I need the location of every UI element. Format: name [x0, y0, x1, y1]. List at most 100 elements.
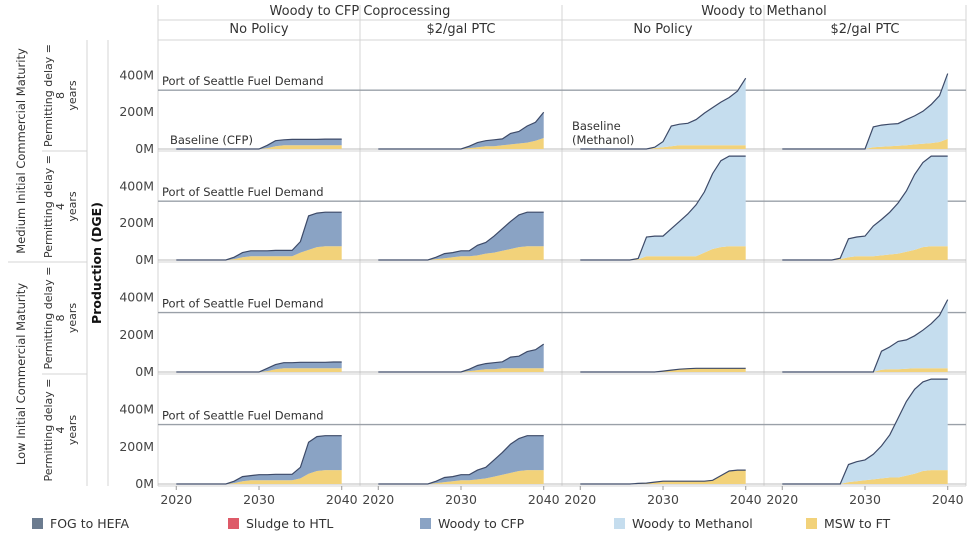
row-label-line: 4	[54, 427, 67, 434]
panel-2-1	[378, 343, 545, 373]
y-tick-label: 400M	[119, 178, 154, 193]
total-outline	[378, 111, 545, 150]
area-woody-to-cfp	[176, 139, 342, 149]
row-label-line: 8	[54, 315, 67, 322]
panel-1-0	[176, 211, 342, 261]
x-tick-label: 2040	[528, 492, 560, 507]
demand-line-label: Port of Seattle Fuel Demand	[162, 409, 324, 423]
total-outline	[580, 469, 746, 485]
area-woody-to-cfp	[176, 435, 342, 484]
panel-2-0	[176, 361, 342, 373]
x-tick-label: 2020	[362, 492, 394, 507]
demand-line-label: Port of Seattle Fuel Demand	[162, 74, 324, 88]
x-tick-label: 2020	[766, 492, 798, 507]
row-group-label: Low Initial Commercial Maturity	[14, 283, 28, 465]
x-tick-label: 2030	[647, 492, 679, 507]
x-tick-label: 2030	[243, 492, 275, 507]
row-label-line: years	[66, 303, 79, 334]
area-msw-to-ft	[176, 246, 342, 260]
area-msw-to-ft	[782, 138, 948, 149]
row-label-line: Permitting delay =	[42, 155, 55, 258]
y-tick-label: 400M	[119, 290, 154, 305]
panel-3-1	[378, 435, 544, 485]
row-group-label: Medium Initial Commercial Maturity	[14, 48, 28, 254]
y-tick-label: 0M	[135, 476, 154, 491]
y-tick-label: 200M	[119, 104, 154, 119]
total-outline	[782, 378, 948, 485]
row-label: Permitting delay = 4 years	[42, 155, 79, 258]
y-tick-label: 200M	[119, 327, 154, 342]
total-outline	[782, 155, 948, 261]
legend-label: Woody to CFP	[438, 516, 525, 531]
area-msw-to-ft	[176, 470, 342, 484]
legend-label: Woody to Methanol	[632, 516, 753, 531]
panel-0-3	[782, 73, 949, 150]
panel-1-1	[378, 211, 544, 261]
area-woody-to-cfp	[176, 212, 342, 260]
area-msw-to-ft	[378, 470, 544, 484]
total-outline	[176, 211, 342, 261]
panel-3-3	[782, 378, 948, 485]
baseline-label: Baseline	[572, 119, 621, 133]
area-woody-to-cfp	[378, 212, 544, 260]
area-msw-to-ft	[580, 246, 746, 260]
area-msw-to-ft	[378, 246, 544, 260]
panel-1-2	[580, 155, 746, 261]
baseline-label: (Methanol)	[572, 133, 634, 147]
y-axis-title: Production (DGE)	[89, 202, 104, 324]
row-label: Permitting delay = 8 years	[42, 44, 79, 147]
header-column-label: No Policy	[229, 22, 289, 37]
legend-label: MSW to FT	[824, 516, 891, 531]
y-tick-label: 200M	[119, 439, 154, 454]
legend-item: Woody to CFP	[420, 516, 525, 531]
total-outline	[782, 73, 949, 150]
area-msw-to-ft	[176, 368, 342, 372]
legend-item: FOG to HEFA	[32, 516, 130, 531]
area-woody-to-cfp	[176, 362, 342, 372]
panel-1-3	[782, 155, 948, 261]
row-label-line: 4	[54, 203, 67, 210]
area-msw-to-ft	[176, 145, 342, 149]
total-outline	[176, 435, 342, 485]
y-tick-label: 0M	[135, 252, 154, 267]
total-outline	[378, 435, 544, 485]
y-tick-label: 400M	[119, 67, 154, 82]
total-outline	[580, 367, 746, 373]
row-label: Permitting delay = 8 years	[42, 266, 79, 369]
legend-item: Sludge to HTL	[228, 516, 333, 531]
panel-0-1	[378, 111, 545, 150]
row-label-line: Permitting delay =	[42, 378, 55, 481]
x-tick-label: 2040	[932, 492, 964, 507]
row-label-line: years	[66, 191, 79, 222]
area-woody-to-cfp	[378, 112, 544, 149]
area-msw-to-ft	[782, 246, 948, 260]
panel-3-2	[580, 469, 746, 485]
area-msw-to-ft	[580, 145, 746, 149]
area-woody-to-cfp	[378, 344, 544, 372]
panel-3-0	[176, 435, 342, 485]
area-woody-to-methanol	[782, 156, 948, 260]
panel-0-0	[176, 138, 342, 150]
baseline-label: Baseline (CFP)	[170, 133, 253, 147]
x-tick-label: 2040	[326, 492, 358, 507]
x-tick-label: 2020	[564, 492, 596, 507]
legend-label: Sludge to HTL	[246, 516, 333, 531]
area-msw-to-ft	[378, 368, 544, 372]
legend-item: Woody to Methanol	[614, 516, 753, 531]
legend-label: FOG to HEFA	[50, 516, 130, 531]
legend-item: MSW to FT	[806, 516, 891, 531]
area-woody-to-methanol	[782, 73, 948, 149]
x-tick-label: 2030	[849, 492, 881, 507]
x-tick-label: 2020	[160, 492, 192, 507]
row-label-line: 8	[54, 92, 67, 99]
area-msw-to-ft	[580, 368, 746, 372]
row-label-line: Permitting delay =	[42, 44, 55, 147]
area-msw-to-ft	[782, 470, 948, 484]
y-tick-label: 0M	[135, 364, 154, 379]
total-outline	[580, 155, 746, 261]
x-tick-label: 2030	[445, 492, 477, 507]
demand-line-label: Port of Seattle Fuel Demand	[162, 185, 324, 199]
panel-0-2	[580, 77, 747, 150]
total-outline	[378, 211, 544, 261]
